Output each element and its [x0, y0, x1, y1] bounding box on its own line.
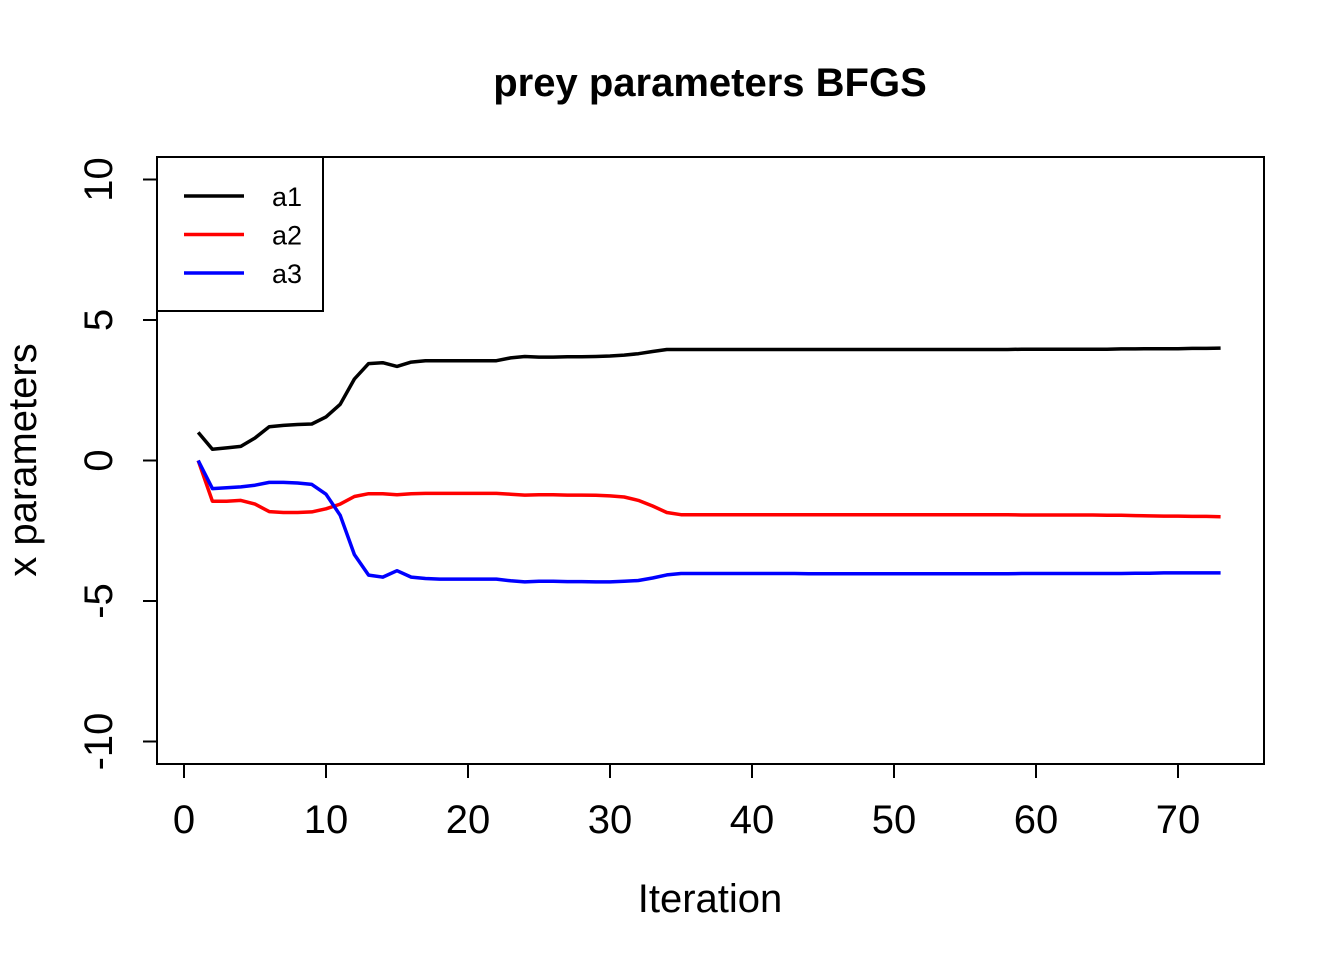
series-line-a3 — [196, 459, 1221, 584]
series-line-a2 — [196, 459, 1221, 519]
x-tick-label: 30 — [588, 798, 633, 842]
y-tick-label: -5 — [77, 583, 121, 619]
y-tick-label: -10 — [77, 713, 121, 771]
x-axis: 0 10 20 30 40 50 60 70 — [173, 763, 1201, 842]
x-tick-label: 60 — [1014, 798, 1059, 842]
legend-label-a2: a2 — [272, 221, 302, 251]
legend: a1 a2 a3 — [156, 156, 324, 312]
x-tick-label: 10 — [304, 798, 349, 842]
x-tick-label: 70 — [1156, 798, 1201, 842]
x-tick-label: 0 — [173, 798, 195, 842]
y-tick-label: 10 — [77, 157, 121, 202]
x-tick-label: 40 — [730, 798, 775, 842]
series-layer — [196, 346, 1221, 584]
x-tick-label: 50 — [872, 798, 917, 842]
x-tick-label: 20 — [446, 798, 491, 842]
x-axis-label: Iteration — [638, 877, 783, 921]
legend-label-a3: a3 — [272, 259, 302, 289]
y-tick-label: 0 — [77, 449, 121, 471]
y-tick-label: 5 — [77, 309, 121, 331]
chart-title: prey parameters BFGS — [493, 61, 927, 105]
y-axis: -10 -5 0 5 10 — [77, 157, 158, 771]
series-line-a1 — [196, 346, 1221, 452]
y-axis-label: x parameters — [1, 343, 45, 576]
legend-label-a1: a1 — [272, 182, 302, 212]
